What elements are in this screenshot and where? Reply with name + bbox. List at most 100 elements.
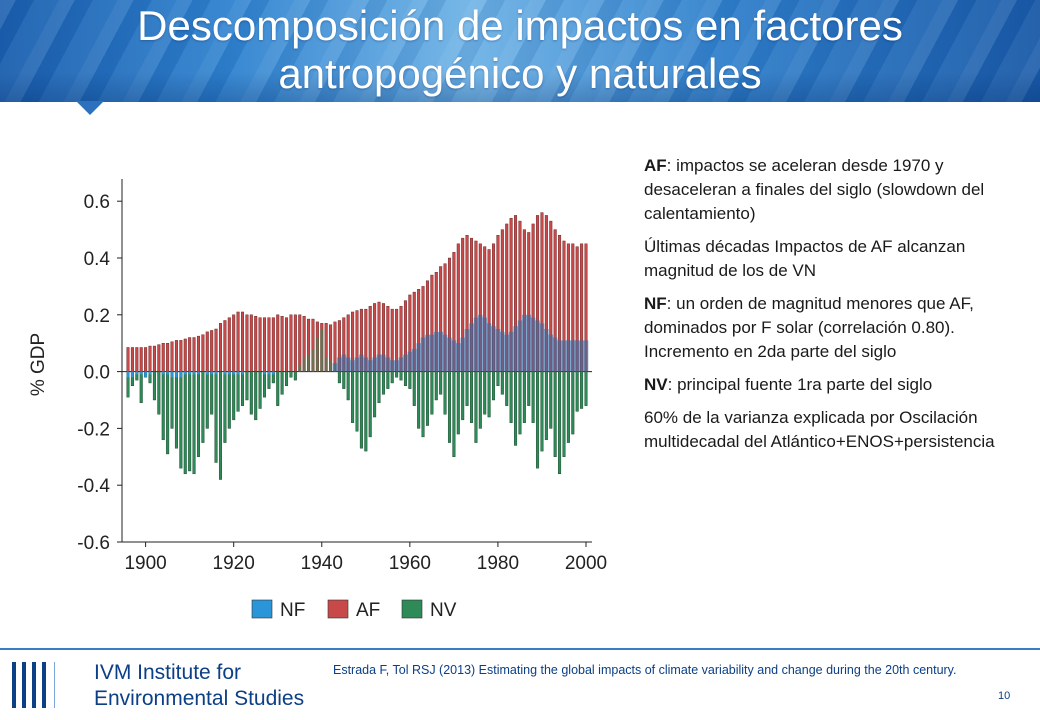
bullet-list: AF: impactos se aceleran desde 1970 y de… [644, 154, 1024, 463]
bullet-item: AF: impactos se aceleran desde 1970 y de… [644, 154, 1024, 226]
nv-bar [492, 371, 496, 401]
logo-line2: Environmental Studies [94, 687, 305, 710]
nv-bar [364, 371, 368, 452]
nf-bar [126, 371, 130, 378]
nf-bar [508, 331, 514, 372]
nf-bar [139, 371, 143, 375]
nv-bar [562, 371, 566, 458]
nf-bar [416, 343, 421, 372]
nv-bar [316, 337, 319, 372]
nv-bar [205, 371, 209, 429]
nv-bar [474, 371, 478, 443]
af-bar [267, 317, 271, 372]
af-bar [302, 316, 306, 372]
nf-bar [131, 371, 134, 378]
nv-bar [139, 371, 143, 404]
nf-bar [539, 323, 545, 372]
nf-bar [363, 357, 369, 372]
nf-bar [433, 331, 439, 372]
nv-bar [289, 371, 293, 378]
af-bar [280, 316, 284, 372]
af-bar [245, 314, 249, 372]
ivm-logo-mark [12, 662, 82, 708]
af-bar [192, 337, 196, 372]
nv-bar [566, 371, 570, 443]
y-tick-label: 0.6 [84, 192, 110, 213]
af-bar [148, 345, 152, 372]
nf-bar [197, 371, 200, 375]
nf-bar [411, 348, 417, 372]
nv-bar [478, 371, 482, 429]
nv-bar [285, 371, 289, 387]
bullet-text: : impactos se aceleran desde 1970 y desa… [644, 156, 985, 223]
af-bar [276, 314, 280, 372]
af-bar [205, 331, 209, 372]
slide-title: Descomposición de impactos en factores a… [40, 2, 1000, 98]
nf-bar [570, 340, 576, 372]
nf-bar [223, 371, 227, 375]
af-bar [201, 334, 205, 372]
nv-bar [342, 371, 346, 389]
nv-bar [381, 371, 385, 395]
nv-bar [218, 371, 222, 480]
nf-bar [337, 357, 342, 372]
nf-bar [170, 371, 174, 378]
nv-bar [571, 371, 575, 435]
nf-bar [179, 371, 183, 378]
nf-bar [500, 331, 505, 372]
nf-bar [188, 371, 191, 375]
nv-bar [452, 371, 456, 458]
nv-bar [575, 371, 579, 412]
nf-bar [561, 340, 567, 372]
slide-title-line2: antropogénico y naturales [278, 50, 762, 97]
af-bar [130, 347, 134, 372]
y-axis-label: % GDP [28, 333, 49, 396]
nf-bar [372, 357, 377, 372]
page-number: 10 [998, 690, 1011, 702]
nf-bar [350, 360, 355, 372]
nf-bar [495, 329, 501, 372]
chart-labels-layer: 0.6 0.4 0.2 0.0 -0.2 -0.4 -0.6 1900 1920 1940 1960… [28, 192, 607, 574]
nf-bar [469, 323, 474, 372]
legend-label-nf: NF [280, 600, 305, 621]
nf-bar [530, 317, 536, 372]
af-bar [324, 323, 328, 372]
nv-bar [395, 371, 399, 378]
nv-bar [390, 371, 394, 384]
nf-bar [345, 357, 351, 372]
nv-bar [386, 371, 390, 389]
nv-bar [276, 371, 280, 406]
y-tick-label: 0.4 [84, 249, 111, 270]
af-bar [240, 311, 244, 372]
nv-bar [249, 371, 253, 415]
banner-notch [76, 101, 104, 115]
nv-bar [355, 371, 359, 432]
nv-bar [412, 371, 416, 406]
nv-bar [377, 371, 381, 404]
nv-bar [553, 371, 557, 458]
nf-bar [425, 334, 430, 372]
x-tick-label: 1980 [477, 553, 519, 574]
nf-bar [214, 371, 218, 375]
nf-bar [482, 317, 488, 372]
nf-bar [407, 351, 413, 372]
y-tick-label: -0.6 [77, 533, 110, 554]
reference-citation: Estrada F, Tol RSJ (2013) Estimating the… [333, 663, 957, 677]
nv-bar [434, 371, 438, 401]
nf-bar [464, 329, 470, 372]
nv-bar [183, 371, 187, 475]
bullet-text: Últimas décadas Impactos de AF alcanzan … [644, 237, 966, 280]
nf-bar [272, 371, 275, 375]
nv-bar [584, 371, 588, 406]
nv-bar [346, 371, 350, 401]
nv-bar [540, 371, 544, 452]
nf-bar [148, 371, 152, 375]
nv-bar [470, 371, 474, 423]
y-tick-label: 0.2 [84, 306, 110, 327]
nf-bar [438, 331, 443, 372]
nf-bar [491, 326, 496, 372]
chart-bars-layer [126, 212, 589, 480]
x-tick-label: 1940 [301, 553, 343, 574]
nv-bar [337, 371, 341, 384]
nv-bar [240, 371, 244, 406]
